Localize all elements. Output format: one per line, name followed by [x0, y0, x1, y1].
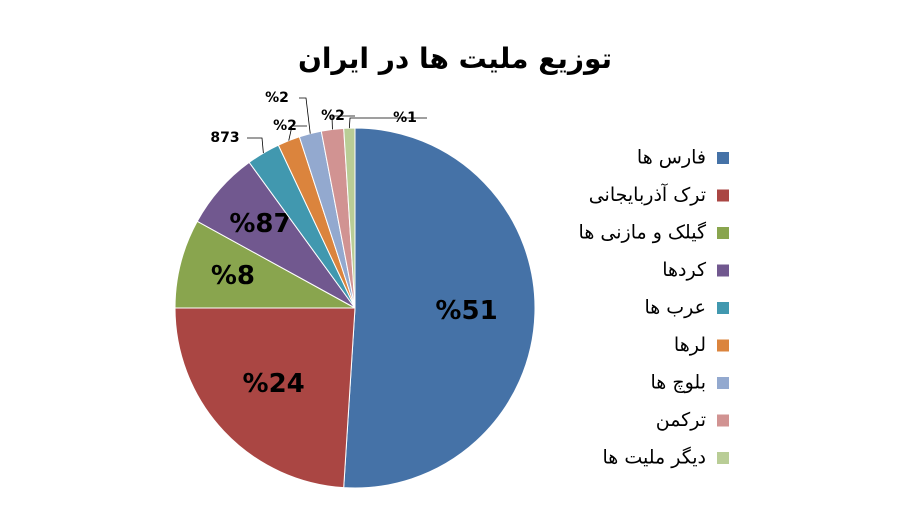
leader-line: [288, 125, 307, 141]
data-label: %24: [243, 369, 305, 399]
data-label: %87: [229, 209, 291, 239]
data-label: %2: [273, 118, 297, 134]
leader-line: [299, 97, 311, 134]
legend-swatch: [717, 339, 729, 352]
data-label: %2: [265, 90, 289, 106]
legend-label: فارس ها: [637, 147, 706, 169]
pie-slice: [343, 127, 536, 489]
legend-swatch: [717, 377, 729, 389]
leader-line: [247, 137, 264, 154]
legend-swatch: [717, 302, 729, 314]
data-label: %2: [321, 108, 345, 124]
legend-swatch: [717, 227, 729, 239]
data-label: %51: [435, 296, 497, 326]
leader-line: [331, 115, 355, 130]
legend-swatch: [717, 452, 729, 464]
data-label: 873: [210, 130, 239, 146]
leader-line: [348, 117, 427, 129]
pie-slice: [174, 307, 356, 489]
legend-swatch: [717, 264, 729, 277]
legend-swatch: [717, 152, 729, 164]
legend-label: کردها: [662, 259, 707, 281]
legend-label: ترکمن: [656, 409, 706, 431]
legend-label: لرها: [674, 334, 706, 356]
data-label: %8: [211, 261, 255, 291]
legend-swatch: [717, 189, 729, 202]
legend-swatch: [717, 414, 729, 427]
pie-slice: [174, 220, 356, 309]
legend-label: گیلک و مازنی ها: [579, 221, 707, 244]
legend-label: بلوچ ها: [650, 372, 706, 394]
legend-label: عرب ها: [644, 297, 706, 319]
chart-title: توزیع ملیت ها در ایران: [298, 42, 612, 75]
legend-label: دیگر ملیت ها: [603, 446, 706, 469]
data-label: %1: [393, 110, 417, 126]
legend-label: ترک آذربایجانی: [589, 182, 706, 206]
